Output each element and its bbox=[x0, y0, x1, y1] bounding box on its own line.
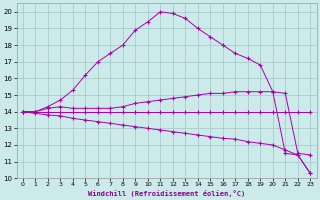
X-axis label: Windchill (Refroidissement éolien,°C): Windchill (Refroidissement éolien,°C) bbox=[88, 190, 245, 197]
